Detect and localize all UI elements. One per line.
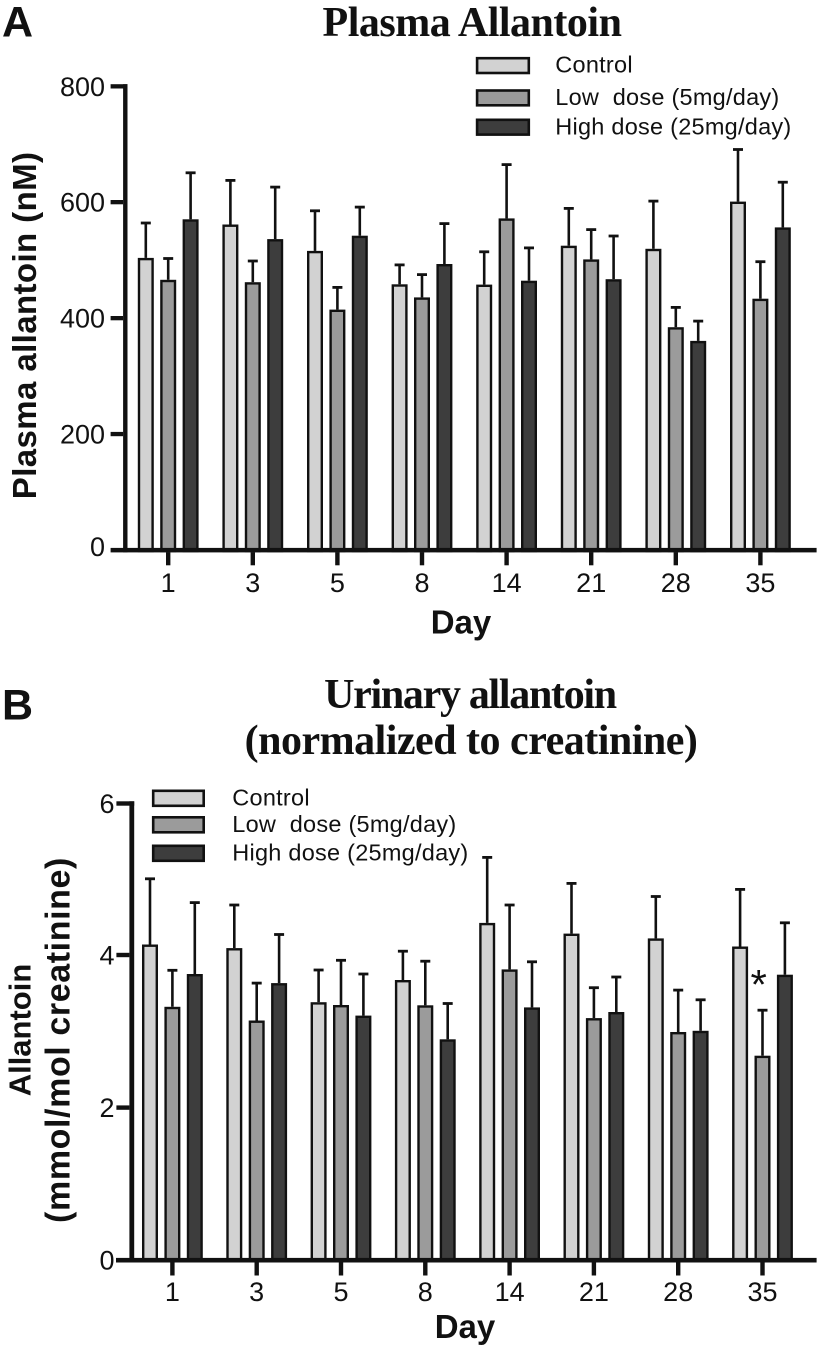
svg-text:Allantoin: Allantoin — [3, 964, 38, 1097]
svg-text:6: 6 — [99, 789, 114, 819]
svg-text:8: 8 — [414, 568, 429, 598]
svg-text:8: 8 — [418, 1277, 433, 1307]
svg-text:28: 28 — [661, 568, 691, 598]
svg-text:14: 14 — [495, 1277, 525, 1307]
svg-text:Control: Control — [555, 52, 633, 78]
svg-text:800: 800 — [60, 72, 105, 102]
svg-text:Day: Day — [431, 603, 492, 640]
svg-text:(normalized to creatinine): (normalized to creatinine) — [245, 718, 698, 764]
svg-text:High dose (25mg/day): High dose (25mg/day) — [232, 839, 468, 865]
svg-text:35: 35 — [745, 568, 775, 598]
svg-text:Plasma allantoin (nM): Plasma allantoin (nM) — [6, 152, 43, 500]
svg-text:1: 1 — [161, 568, 176, 598]
svg-text:21: 21 — [579, 1277, 609, 1307]
svg-text:Control: Control — [232, 784, 310, 810]
svg-text:200: 200 — [60, 420, 105, 450]
svg-text:600: 600 — [60, 188, 105, 218]
svg-text:*: * — [751, 961, 767, 1008]
svg-text:3: 3 — [245, 568, 260, 598]
svg-text:4: 4 — [99, 941, 114, 971]
svg-text:A: A — [2, 0, 33, 47]
svg-text:3: 3 — [249, 1277, 264, 1307]
svg-text:Low dose (5mg/day): Low dose (5mg/day) — [555, 84, 779, 110]
svg-text:(mmol/mol creatinine): (mmol/mol creatinine) — [40, 857, 78, 1223]
svg-text:Plasma Allantoin: Plasma Allantoin — [323, 0, 622, 46]
svg-text:B: B — [2, 682, 33, 730]
svg-text:5: 5 — [330, 568, 345, 598]
svg-text:Day: Day — [435, 1308, 496, 1345]
svg-text:21: 21 — [576, 568, 606, 598]
svg-text:28: 28 — [663, 1277, 693, 1307]
svg-text:14: 14 — [492, 568, 522, 598]
svg-text:2: 2 — [99, 1093, 114, 1123]
svg-text:35: 35 — [747, 1277, 777, 1307]
svg-text:5: 5 — [333, 1277, 348, 1307]
svg-text:400: 400 — [60, 304, 105, 334]
svg-text:0: 0 — [90, 532, 105, 562]
svg-text:High dose (25mg/day): High dose (25mg/day) — [555, 114, 791, 140]
svg-text:Low dose (5mg/day): Low dose (5mg/day) — [232, 811, 456, 837]
svg-text:0: 0 — [99, 1246, 114, 1276]
svg-text:Urinary allantoin: Urinary allantoin — [324, 672, 617, 718]
svg-text:1: 1 — [165, 1277, 180, 1307]
